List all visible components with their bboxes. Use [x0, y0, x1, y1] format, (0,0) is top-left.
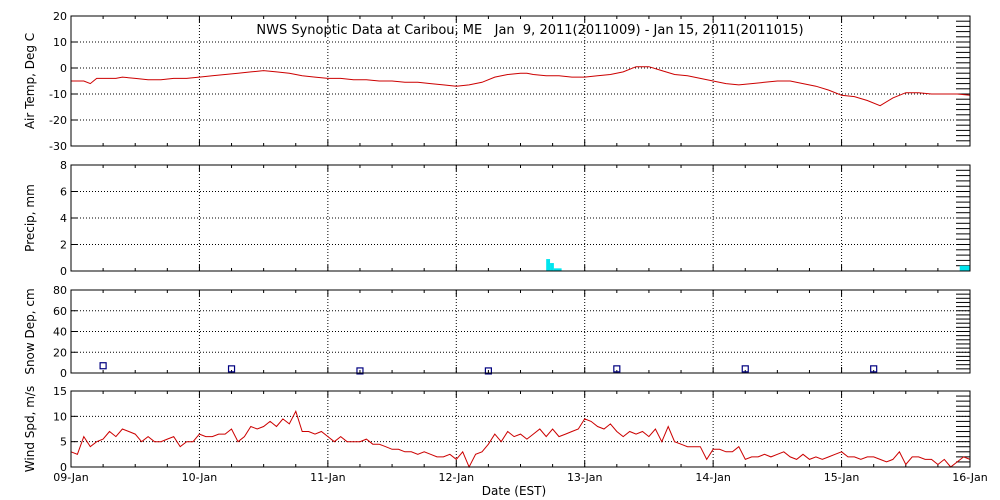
x-tick-label: 16-Jan	[952, 471, 988, 484]
snow-point	[99, 362, 107, 370]
y-tick-label: 0	[60, 461, 67, 474]
y-tick-label: 5	[60, 436, 67, 449]
panel-frame	[70, 15, 971, 147]
snow-point	[227, 365, 236, 373]
snow-point	[356, 367, 364, 375]
y-axis-label: Snow Dep, cm	[23, 288, 37, 374]
panel-0: 20 10 0 -10 -20 -30 Air Temp, Deg C	[23, 10, 971, 153]
data-line	[71, 66, 971, 107]
precip-bar	[546, 259, 551, 271]
y-tick-label: -20	[49, 114, 67, 127]
panel-1: 8 6 4 2 0 Precip, mm	[23, 159, 971, 278]
chart-title: NWS Synoptic Data at Caribou, ME Jan 9, …	[256, 23, 803, 38]
y-tick-label: 10	[53, 36, 67, 49]
y-tick-label: 0	[60, 62, 67, 75]
y-tick-label: 15	[53, 385, 67, 398]
panel-3: 15 10 5 0 Wind Spd, m/s	[23, 385, 971, 474]
y-tick-label: 6	[60, 186, 67, 199]
x-tick-label: 12-Jan	[439, 471, 475, 484]
x-tick-label: 11-Jan	[310, 471, 346, 484]
y-tick-label: -30	[49, 140, 67, 153]
data-line	[70, 409, 971, 469]
y-tick-label: 20	[53, 10, 67, 23]
panel-frame	[70, 289, 971, 374]
x-tick-label: 13-Jan	[567, 471, 603, 484]
y-tick-label: 60	[53, 305, 67, 318]
panel-frame	[70, 390, 971, 468]
y-tick-label: 4	[60, 212, 67, 225]
precip-bar	[550, 263, 554, 271]
y-axis-label: Wind Spd, m/s	[23, 386, 37, 472]
snow-point	[741, 365, 749, 373]
y-tick-label: 20	[53, 346, 67, 359]
y-tick-label: 8	[60, 159, 67, 172]
panel-frame	[70, 164, 971, 272]
y-tick-label: 0	[60, 367, 67, 380]
x-tick-label: 09-Jan	[53, 471, 89, 484]
x-tick-label: 14-Jan	[695, 471, 731, 484]
x-axis-label: Date (EST)	[482, 484, 546, 498]
precip-bar	[553, 268, 562, 271]
snow-point	[484, 367, 492, 375]
y-tick-label: 10	[53, 410, 67, 423]
y-tick-label: -10	[49, 88, 67, 101]
x-tick-label: 15-Jan	[824, 471, 860, 484]
panel-2: 80 60 40 20 0 Snow Dep, cm	[23, 284, 971, 380]
y-tick-label: 2	[60, 239, 67, 252]
y-tick-label: 40	[53, 326, 67, 339]
snow-point	[613, 365, 621, 373]
y-tick-label: 80	[53, 284, 67, 297]
y-axis-label: Air Temp, Deg C	[23, 33, 37, 129]
y-tick-label: 0	[60, 265, 67, 278]
y-axis-label: Precip, mm	[23, 184, 37, 252]
x-tick-label: 10-Jan	[182, 471, 218, 484]
precip-bar	[959, 265, 970, 271]
snow-point	[870, 365, 878, 373]
